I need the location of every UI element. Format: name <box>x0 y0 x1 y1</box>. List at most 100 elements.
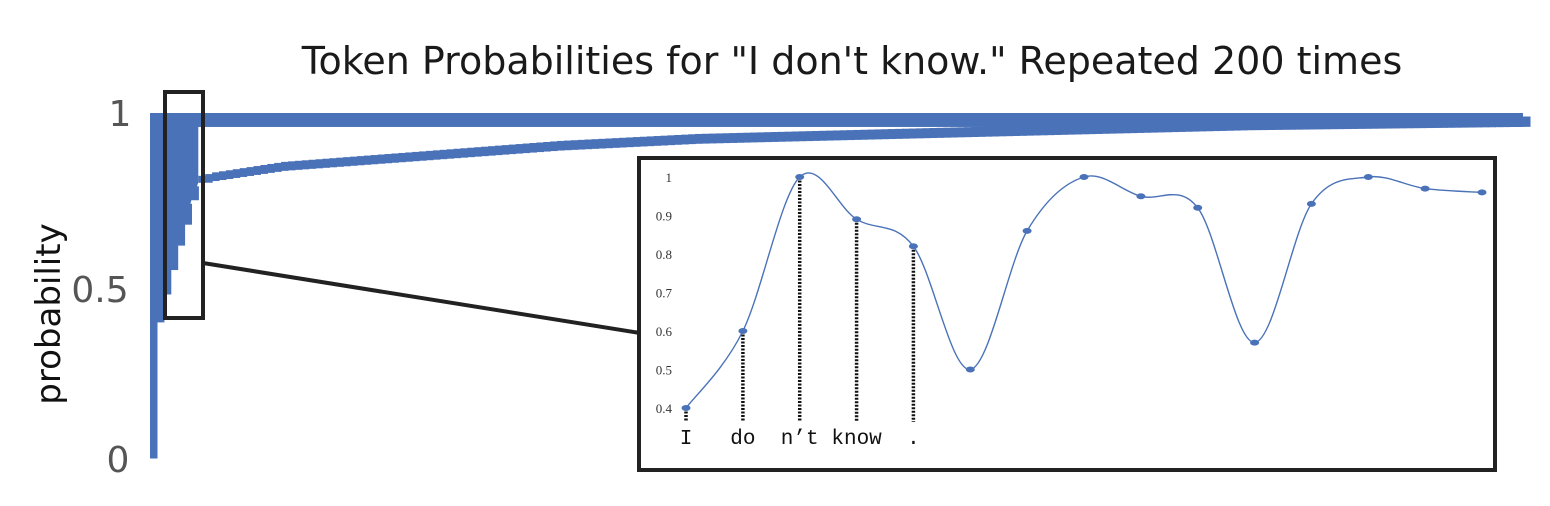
repeat-band <box>853 129 862 140</box>
repeat-band <box>722 133 731 144</box>
repeat-band <box>874 129 882 140</box>
early-drop-region <box>150 113 199 459</box>
inset-data-point <box>1022 227 1032 234</box>
repeat-band <box>895 128 903 139</box>
repeat-band <box>494 145 503 156</box>
repeat-band <box>812 130 820 141</box>
repeat-band <box>777 131 786 142</box>
repeat-band <box>405 152 413 162</box>
inset-y-axis: 0.4 0.5 0.6 0.7 0.8 0.9 1 <box>656 170 673 416</box>
repeat-band <box>563 140 572 151</box>
repeat-band <box>964 127 972 138</box>
repeat-band <box>294 160 303 170</box>
inset-data-point <box>908 243 918 250</box>
inset-data-point <box>852 216 862 223</box>
repeat-band <box>791 131 800 142</box>
inset-token-label: know <box>831 428 882 451</box>
repeat-band <box>322 158 330 168</box>
repeat-band <box>764 132 772 143</box>
repeat-band <box>826 130 834 141</box>
y-tick-label-0: 0 <box>107 440 130 481</box>
repeat-band <box>377 154 386 164</box>
repeat-band <box>770 132 779 142</box>
repeat-band <box>591 139 600 149</box>
repeat-band <box>522 143 531 154</box>
inset-token-label: I <box>680 428 693 451</box>
inset-series-line <box>685 172 1483 409</box>
inset-y-tick-label: 1 <box>666 170 673 185</box>
repeat-band <box>336 157 344 167</box>
inset-y-tick-label: 0.5 <box>656 363 672 378</box>
inset-data-point <box>1193 204 1203 211</box>
repeat-band <box>439 149 448 160</box>
chart-title: Token Probabilities for "I don't know." … <box>301 39 1403 83</box>
repeat-band <box>991 126 1000 137</box>
main-plot-area <box>150 113 1531 459</box>
repeat-band <box>688 134 696 145</box>
repeat-band <box>1109 123 1117 134</box>
repeat-band <box>425 150 434 161</box>
repeat-band <box>701 133 710 144</box>
repeat-band <box>287 161 296 171</box>
repeat-band <box>908 128 917 139</box>
repeat-band <box>260 165 268 174</box>
repeat-band <box>536 142 544 153</box>
repeat-band <box>750 132 758 143</box>
repeat-band <box>460 148 468 158</box>
repeat-band <box>412 151 420 162</box>
inset-data-point <box>1420 185 1430 192</box>
repeat-band <box>1136 122 1145 133</box>
repeat-band <box>191 186 199 201</box>
repeat-band <box>805 131 813 142</box>
repeat-band <box>943 127 951 138</box>
inset-data-points <box>681 174 1487 411</box>
y-tick-label-1: 1 <box>109 94 132 135</box>
inset-token-label: n’t <box>781 428 819 451</box>
repeat-band <box>570 140 579 150</box>
repeat-band <box>370 155 379 165</box>
repeat-band <box>929 128 938 139</box>
repeat-band <box>1115 123 1124 134</box>
repeat-band <box>667 135 675 146</box>
repeat-band <box>971 126 979 138</box>
repeat-band <box>860 129 869 140</box>
repeat-band <box>1150 122 1158 133</box>
repeat-band <box>1143 122 1152 133</box>
repeat-band <box>936 127 945 138</box>
repeat-band <box>301 160 310 170</box>
repeat-band <box>253 166 261 175</box>
repeat-band <box>681 134 689 145</box>
repeat-band <box>708 133 717 144</box>
y-tick-label-0.5: 0.5 <box>71 270 128 311</box>
repeat-band <box>798 131 807 142</box>
repeat-band <box>653 136 662 146</box>
repeat-band <box>1164 122 1172 133</box>
repeat-band <box>508 144 517 155</box>
repeat-band <box>902 128 910 139</box>
repeat-band <box>577 139 586 150</box>
repeat-band <box>1088 123 1096 135</box>
inset-y-tick-label: 0.7 <box>656 286 673 301</box>
repeat-band <box>205 174 213 183</box>
repeat-band <box>239 168 248 177</box>
repeat-band <box>446 149 455 159</box>
inset-token-label: do <box>730 428 755 451</box>
inset-data-point <box>1363 174 1373 180</box>
repeat-band <box>1012 125 1020 136</box>
inset-token-label: . <box>907 428 920 451</box>
inset-data-point <box>738 328 748 334</box>
repeat-band <box>453 148 462 159</box>
repeat-band <box>922 128 931 139</box>
repeat-band <box>1067 124 1076 135</box>
repeat-band <box>1040 125 1048 136</box>
repeat-band <box>529 143 537 153</box>
y-axis-label: probability <box>29 223 69 404</box>
repeat-band <box>660 135 669 146</box>
inset-y-tick-label: 0.4 <box>656 401 673 416</box>
repeat-band <box>1157 122 1165 133</box>
inset-panel <box>637 156 1497 472</box>
repeat-band <box>1019 125 1027 136</box>
